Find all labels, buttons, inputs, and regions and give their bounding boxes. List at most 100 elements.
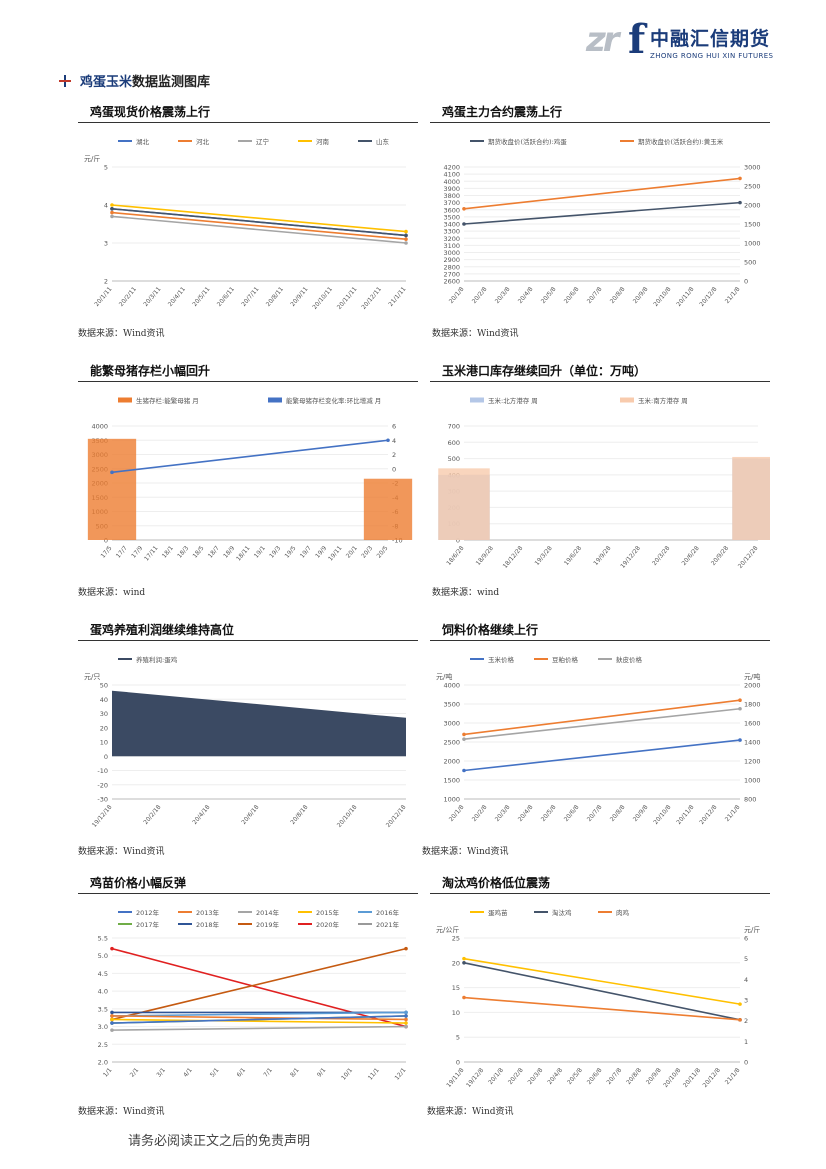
y-tick-label-right: 2500 bbox=[744, 183, 761, 191]
x-tick-label: 20/1 bbox=[345, 545, 359, 560]
legend-label: 2012年 bbox=[136, 908, 160, 917]
legend-label: 2016年 bbox=[376, 908, 400, 917]
line-series bbox=[111, 1018, 407, 1024]
y-tick-label: 3 bbox=[104, 240, 108, 248]
y-axis-unit: 元/只 bbox=[84, 673, 100, 681]
panel-culled-hen-price: 淘汰鸡价格低位震荡 蛋鸡苗 淘汰鸡 肉鸡 元/公斤 元/斤 25 20 15 10 5 0 6 5 4 3 2… bbox=[430, 874, 770, 1098]
x-tick-label: 20/12/8 bbox=[698, 804, 718, 826]
x-tick-label: 20/5/11 bbox=[191, 286, 211, 308]
panel-title: 淘汰鸡价格低位震荡 bbox=[442, 876, 551, 890]
data-source: 数据来源：Wind资讯 bbox=[78, 847, 165, 857]
x-tick-label: 18/9/28 bbox=[475, 545, 495, 567]
legend-label: 蛋鸡苗 bbox=[488, 908, 508, 917]
data-point bbox=[110, 1028, 114, 1032]
data-source: 数据来源：Wind资讯 bbox=[432, 329, 519, 339]
legend-label: 2019年 bbox=[256, 920, 280, 929]
y-tick-label: 0 bbox=[456, 1059, 460, 1067]
y-tick-label-right: 5 bbox=[744, 955, 748, 963]
y-tick-label: 10 bbox=[100, 739, 108, 747]
x-tick-label: 20/7/8 bbox=[605, 1067, 623, 1086]
data-point bbox=[404, 1014, 408, 1018]
y-axis-unit-right: 元/斤 bbox=[744, 925, 760, 934]
bar bbox=[363, 478, 413, 540]
logo-mark: zr bbox=[586, 20, 620, 60]
y-tick-label: 2900 bbox=[443, 256, 460, 264]
data-point bbox=[404, 1010, 408, 1015]
data-point bbox=[404, 1017, 408, 1022]
y-axis-unit: 元/斤 bbox=[84, 154, 100, 163]
x-tick-label: 20/9/8 bbox=[632, 804, 650, 823]
x-tick-label: 19/7 bbox=[299, 545, 313, 560]
data-point bbox=[462, 961, 466, 965]
legend-label: 期货收盘价(活跃合约):鸡蛋 bbox=[488, 137, 567, 146]
panel-egg-spot-price: 鸡蛋现货价格震荡上行 湖北 河北 辽宁 河南 山东 元/斤 5 4 3 2 20/1/11 20/2/… bbox=[78, 103, 418, 317]
x-tick-label: 20/5/8 bbox=[540, 804, 558, 823]
x-tick-label: 20/4/8 bbox=[517, 286, 535, 305]
y-tick-label: 3000 bbox=[443, 249, 460, 257]
data-source: 数据来源：Wind资讯 bbox=[78, 329, 165, 339]
panel-title: 鸡蛋现货价格震荡上行 bbox=[90, 105, 211, 119]
data-point bbox=[110, 1014, 114, 1018]
line-series bbox=[463, 957, 741, 1005]
x-tick-label: 19/1 bbox=[253, 545, 267, 560]
legend-label: 山东 bbox=[376, 137, 390, 146]
panel-corn-port-stock: 玉米港口库存继续回升（单位：万吨） 玉米:北方港存 周 玉米:南方港存 周 700 6… bbox=[430, 362, 770, 576]
chart-corn-port-stock: 玉米:北方港存 周玉米:南方港存 周7006005004003002001000… bbox=[438, 396, 770, 570]
line-series bbox=[463, 699, 741, 736]
line-series bbox=[111, 208, 407, 237]
x-tick-label: 20/2/18 bbox=[142, 804, 162, 826]
y-tick-label: 3.5 bbox=[98, 1005, 108, 1013]
x-tick-label: 20/8/11 bbox=[265, 286, 285, 308]
y-tick-label: 2000 bbox=[443, 758, 460, 766]
x-tick-label: 19/9/28 bbox=[592, 545, 612, 567]
x-tick-label: 8/1 bbox=[289, 1067, 301, 1079]
data-point bbox=[738, 1002, 742, 1006]
x-tick-label: 19/9 bbox=[314, 545, 328, 560]
y-tick-label-right: 6 bbox=[392, 423, 396, 431]
panel-divider bbox=[78, 381, 418, 382]
data-point bbox=[738, 706, 742, 711]
bar bbox=[438, 468, 490, 540]
x-tick-label: 20/9/8 bbox=[632, 286, 650, 305]
x-tick-label: 20/10/11 bbox=[311, 286, 334, 311]
panel-layer-profit: 蛋鸡养殖利润继续维持高位 养殖利润:蛋鸡 元/只 50 40 30 20 10 0 -10 -20… bbox=[78, 621, 418, 835]
data-point bbox=[738, 176, 742, 181]
line-series bbox=[111, 1011, 407, 1017]
y-tick-label: 50 bbox=[100, 682, 108, 690]
x-tick-label: 20/8/8 bbox=[625, 1067, 643, 1086]
x-tick-label: 20/12/28 bbox=[737, 545, 760, 570]
section-title: 鸡蛋玉米数据监测图库 bbox=[80, 75, 211, 90]
legend-label: 玉米价格 bbox=[488, 655, 515, 664]
x-tick-label: 6/1 bbox=[236, 1067, 248, 1079]
data-source: 数据来源：wind bbox=[432, 588, 500, 598]
x-tick-label: 5/1 bbox=[209, 1067, 221, 1079]
y-tick-label: 5 bbox=[456, 1034, 460, 1042]
y-tick-label: 4200 bbox=[443, 164, 460, 172]
footer-disclaimer: 请务必阅读正文之后的免责声明 bbox=[128, 1134, 311, 1149]
cross-bullet-icon bbox=[58, 74, 72, 88]
legend-label: 2021年 bbox=[376, 920, 400, 929]
data-source: 数据来源：Wind资讯 bbox=[422, 847, 509, 857]
y-tick-label: 3700 bbox=[443, 199, 460, 207]
x-tick-label: 19/12/8 bbox=[465, 1067, 485, 1089]
x-tick-label: 2/1 bbox=[129, 1067, 141, 1079]
y-tick-label: 1500 bbox=[443, 777, 460, 785]
y-tick-label: 25 bbox=[452, 935, 460, 943]
panel-title: 能繁母猪存栏小幅回升 bbox=[90, 364, 211, 378]
x-tick-label: 20/12/8 bbox=[702, 1067, 722, 1089]
x-tick-label: 18/12/28 bbox=[502, 545, 525, 570]
y-tick-label: 3900 bbox=[443, 185, 460, 193]
y-tick-label-right: 0 bbox=[392, 465, 396, 473]
x-tick-label: 20/2/8 bbox=[507, 1067, 525, 1086]
y-tick-label: 0 bbox=[104, 537, 108, 545]
legend-label: 养殖利润:蛋鸡 bbox=[136, 655, 178, 664]
x-tick-label: 20/11/8 bbox=[675, 286, 695, 308]
section-heading: 鸡蛋玉米数据监测图库 bbox=[58, 71, 210, 90]
bar bbox=[732, 456, 770, 540]
y-tick-label: 2700 bbox=[443, 270, 460, 278]
company-name-en: ZHONG RONG HUI XIN FUTURES bbox=[650, 52, 774, 60]
y-axis-unit-right: 元/吨 bbox=[744, 672, 760, 681]
x-tick-label: 20/12/8 bbox=[698, 286, 718, 308]
line-series bbox=[111, 204, 407, 233]
